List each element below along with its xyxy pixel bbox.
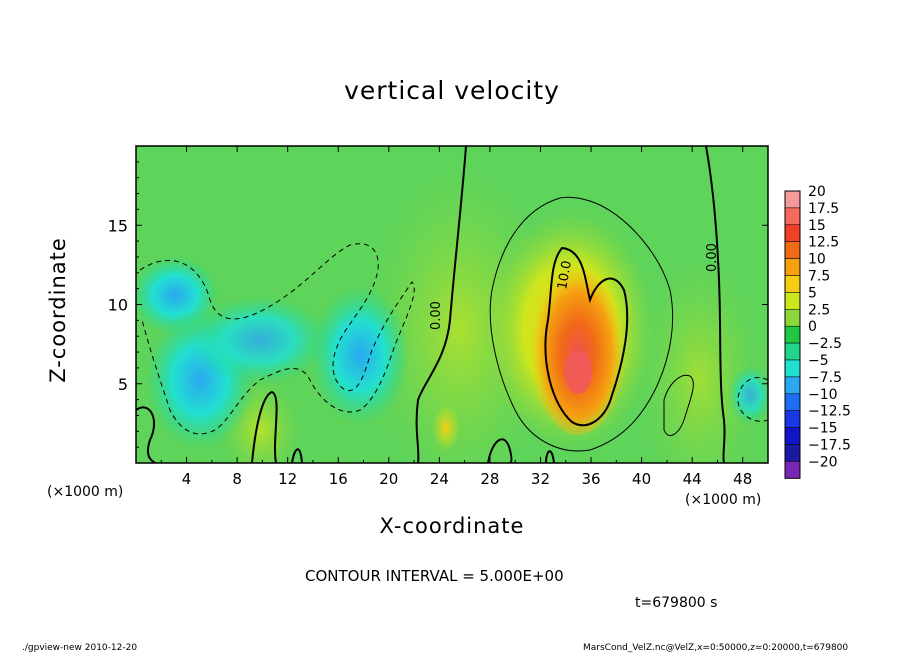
footer-right: MarsCond_VelZ.nc@VelZ,x=0:50000,z=0:2000… — [583, 643, 849, 653]
colorbar-label: 15 — [808, 218, 826, 234]
time-note: t=679800 s — [635, 595, 718, 611]
y-tick-label: 10 — [108, 296, 128, 315]
contour-10 — [544, 246, 629, 427]
colorbar-swatch — [784, 309, 801, 327]
colorbar-frame — [784, 190, 801, 479]
x-tick-label: 12 — [278, 470, 297, 488]
x-tick-label: 40 — [632, 470, 651, 488]
colorbar-swatch — [784, 292, 801, 310]
zero-contour-bump-3 — [487, 438, 513, 463]
colorbar-label: 20 — [808, 184, 826, 200]
x-tick-label: 24 — [430, 470, 449, 488]
contour-interval-note: CONTOUR INTERVAL = 5.000E+00 — [305, 567, 564, 585]
contour-5-small — [663, 374, 694, 436]
colorbar-swatch — [784, 427, 801, 445]
contour-labels: 0.00 10.0 0.00 — [429, 243, 720, 330]
zero-contour-bump-4 — [545, 450, 555, 463]
x-tick-label: 4 — [182, 470, 192, 488]
colorbar-label: 2.5 — [808, 302, 830, 318]
colorbar-swatch — [784, 376, 801, 395]
colorbar-label: 10 — [808, 252, 826, 268]
colorbar-label: 7.5 — [808, 269, 830, 285]
zero-contour-center — [415, 146, 467, 463]
contour-5 — [489, 196, 674, 452]
yellow-cell — [432, 404, 460, 452]
colorbar-swatch — [784, 275, 801, 293]
colorbar-swatch — [784, 342, 801, 361]
x-unit-label-right: (×1000 m) — [685, 492, 762, 508]
colorbar-swatch — [784, 190, 801, 209]
zero-contour-bump-2 — [291, 448, 303, 463]
contour-label-ten: 10.0 — [555, 260, 575, 291]
x-tick-label: 16 — [329, 470, 348, 488]
colorbar-swatch — [784, 461, 801, 479]
chart-title: vertical velocity — [344, 76, 560, 105]
x-tick-label: 36 — [581, 470, 600, 488]
colorbar-label: −17.5 — [808, 438, 851, 454]
downdraft-left-mid — [190, 295, 330, 385]
colorbar-label: 17.5 — [808, 201, 839, 217]
x-tick-label: 20 — [379, 470, 398, 488]
x-tick-label: 48 — [733, 470, 752, 488]
downdraft-center — [310, 285, 410, 425]
colorbar-swatch — [784, 410, 801, 428]
updraft-core — [530, 255, 626, 435]
colorbar-swatch — [784, 325, 801, 344]
colorbar-swatch — [784, 359, 801, 378]
colorbar-label: −7.5 — [808, 370, 842, 386]
lime-region-right — [640, 260, 760, 463]
colorbar-label: −5 — [808, 353, 829, 369]
colorbar-label: −20 — [808, 454, 838, 470]
colorbar-label: −12.5 — [808, 404, 851, 420]
y-tick-label: 15 — [108, 216, 128, 235]
heatmap-field — [136, 146, 768, 463]
contour-label-zero-center: 0.00 — [429, 301, 444, 330]
neg-contour-far-right — [737, 377, 768, 422]
x-tick-label: 8 — [232, 470, 242, 488]
colorbar-swatch — [784, 241, 801, 259]
colorbar-label: 5 — [808, 285, 817, 301]
x-axis-ticks: 4 8 12 16 20 24 28 32 36 40 44 48 — [135, 146, 769, 488]
x-axis-label: X-coordinate — [379, 514, 525, 538]
y-axis-ticks: 5 10 15 — [108, 161, 768, 448]
y-tick-label: 5 — [118, 375, 128, 394]
zero-contour-left-bottom — [136, 406, 156, 463]
colorbar-swatch — [784, 393, 801, 411]
footer-left: ./gpview-new 2010-12-20 — [22, 643, 138, 653]
colorbar-swatch — [784, 444, 801, 462]
contour-label-zero-right: 0.00 — [705, 243, 720, 272]
colorbar: 2017.51512.5107.552.50−2.5−5−7.5−10−12.5… — [784, 184, 851, 479]
zero-contour-bump-1 — [251, 390, 278, 463]
x-unit-label-left: (×1000 m) — [47, 484, 124, 500]
colorbar-label: 12.5 — [808, 235, 839, 251]
zero-contour-right — [705, 146, 726, 463]
downdraft-right — [728, 365, 768, 425]
colorbar-label: −2.5 — [808, 336, 842, 352]
x-tick-label: 32 — [531, 470, 550, 488]
contour-lines — [136, 146, 768, 463]
updraft-peak — [564, 350, 592, 394]
colorbar-label: −15 — [808, 421, 838, 437]
x-tick-label: 28 — [480, 470, 499, 488]
neg-contour-left — [139, 243, 415, 435]
colorbar-label: 0 — [808, 319, 817, 335]
x-tick-label: 44 — [683, 470, 702, 488]
colorbar-swatch — [784, 207, 801, 226]
colorbar-swatch — [784, 258, 801, 276]
colorbar-swatch — [784, 224, 801, 242]
colorbar-label: −10 — [808, 387, 838, 403]
